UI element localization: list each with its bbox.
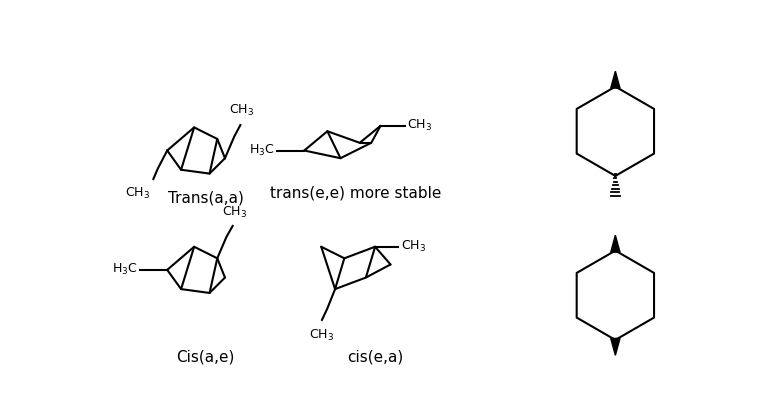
Text: CH$_3$: CH$_3$ (230, 103, 254, 118)
Text: H$_3$C: H$_3$C (250, 143, 275, 158)
Text: CH$_3$: CH$_3$ (309, 328, 334, 343)
Text: Cis(a,e): Cis(a,e) (177, 349, 235, 365)
Text: CH$_3$: CH$_3$ (401, 239, 425, 254)
Polygon shape (611, 235, 620, 252)
Text: trans(e,e) more stable: trans(e,e) more stable (270, 185, 442, 200)
Text: H$_3$C: H$_3$C (112, 262, 138, 277)
Text: CH$_3$: CH$_3$ (408, 118, 432, 134)
Polygon shape (611, 339, 620, 355)
Text: cis(e,a): cis(e,a) (346, 349, 403, 365)
Text: Trans(a,a): Trans(a,a) (167, 191, 243, 206)
Text: CH$_3$: CH$_3$ (125, 186, 151, 201)
Polygon shape (611, 71, 620, 88)
Text: CH$_3$: CH$_3$ (222, 205, 247, 220)
